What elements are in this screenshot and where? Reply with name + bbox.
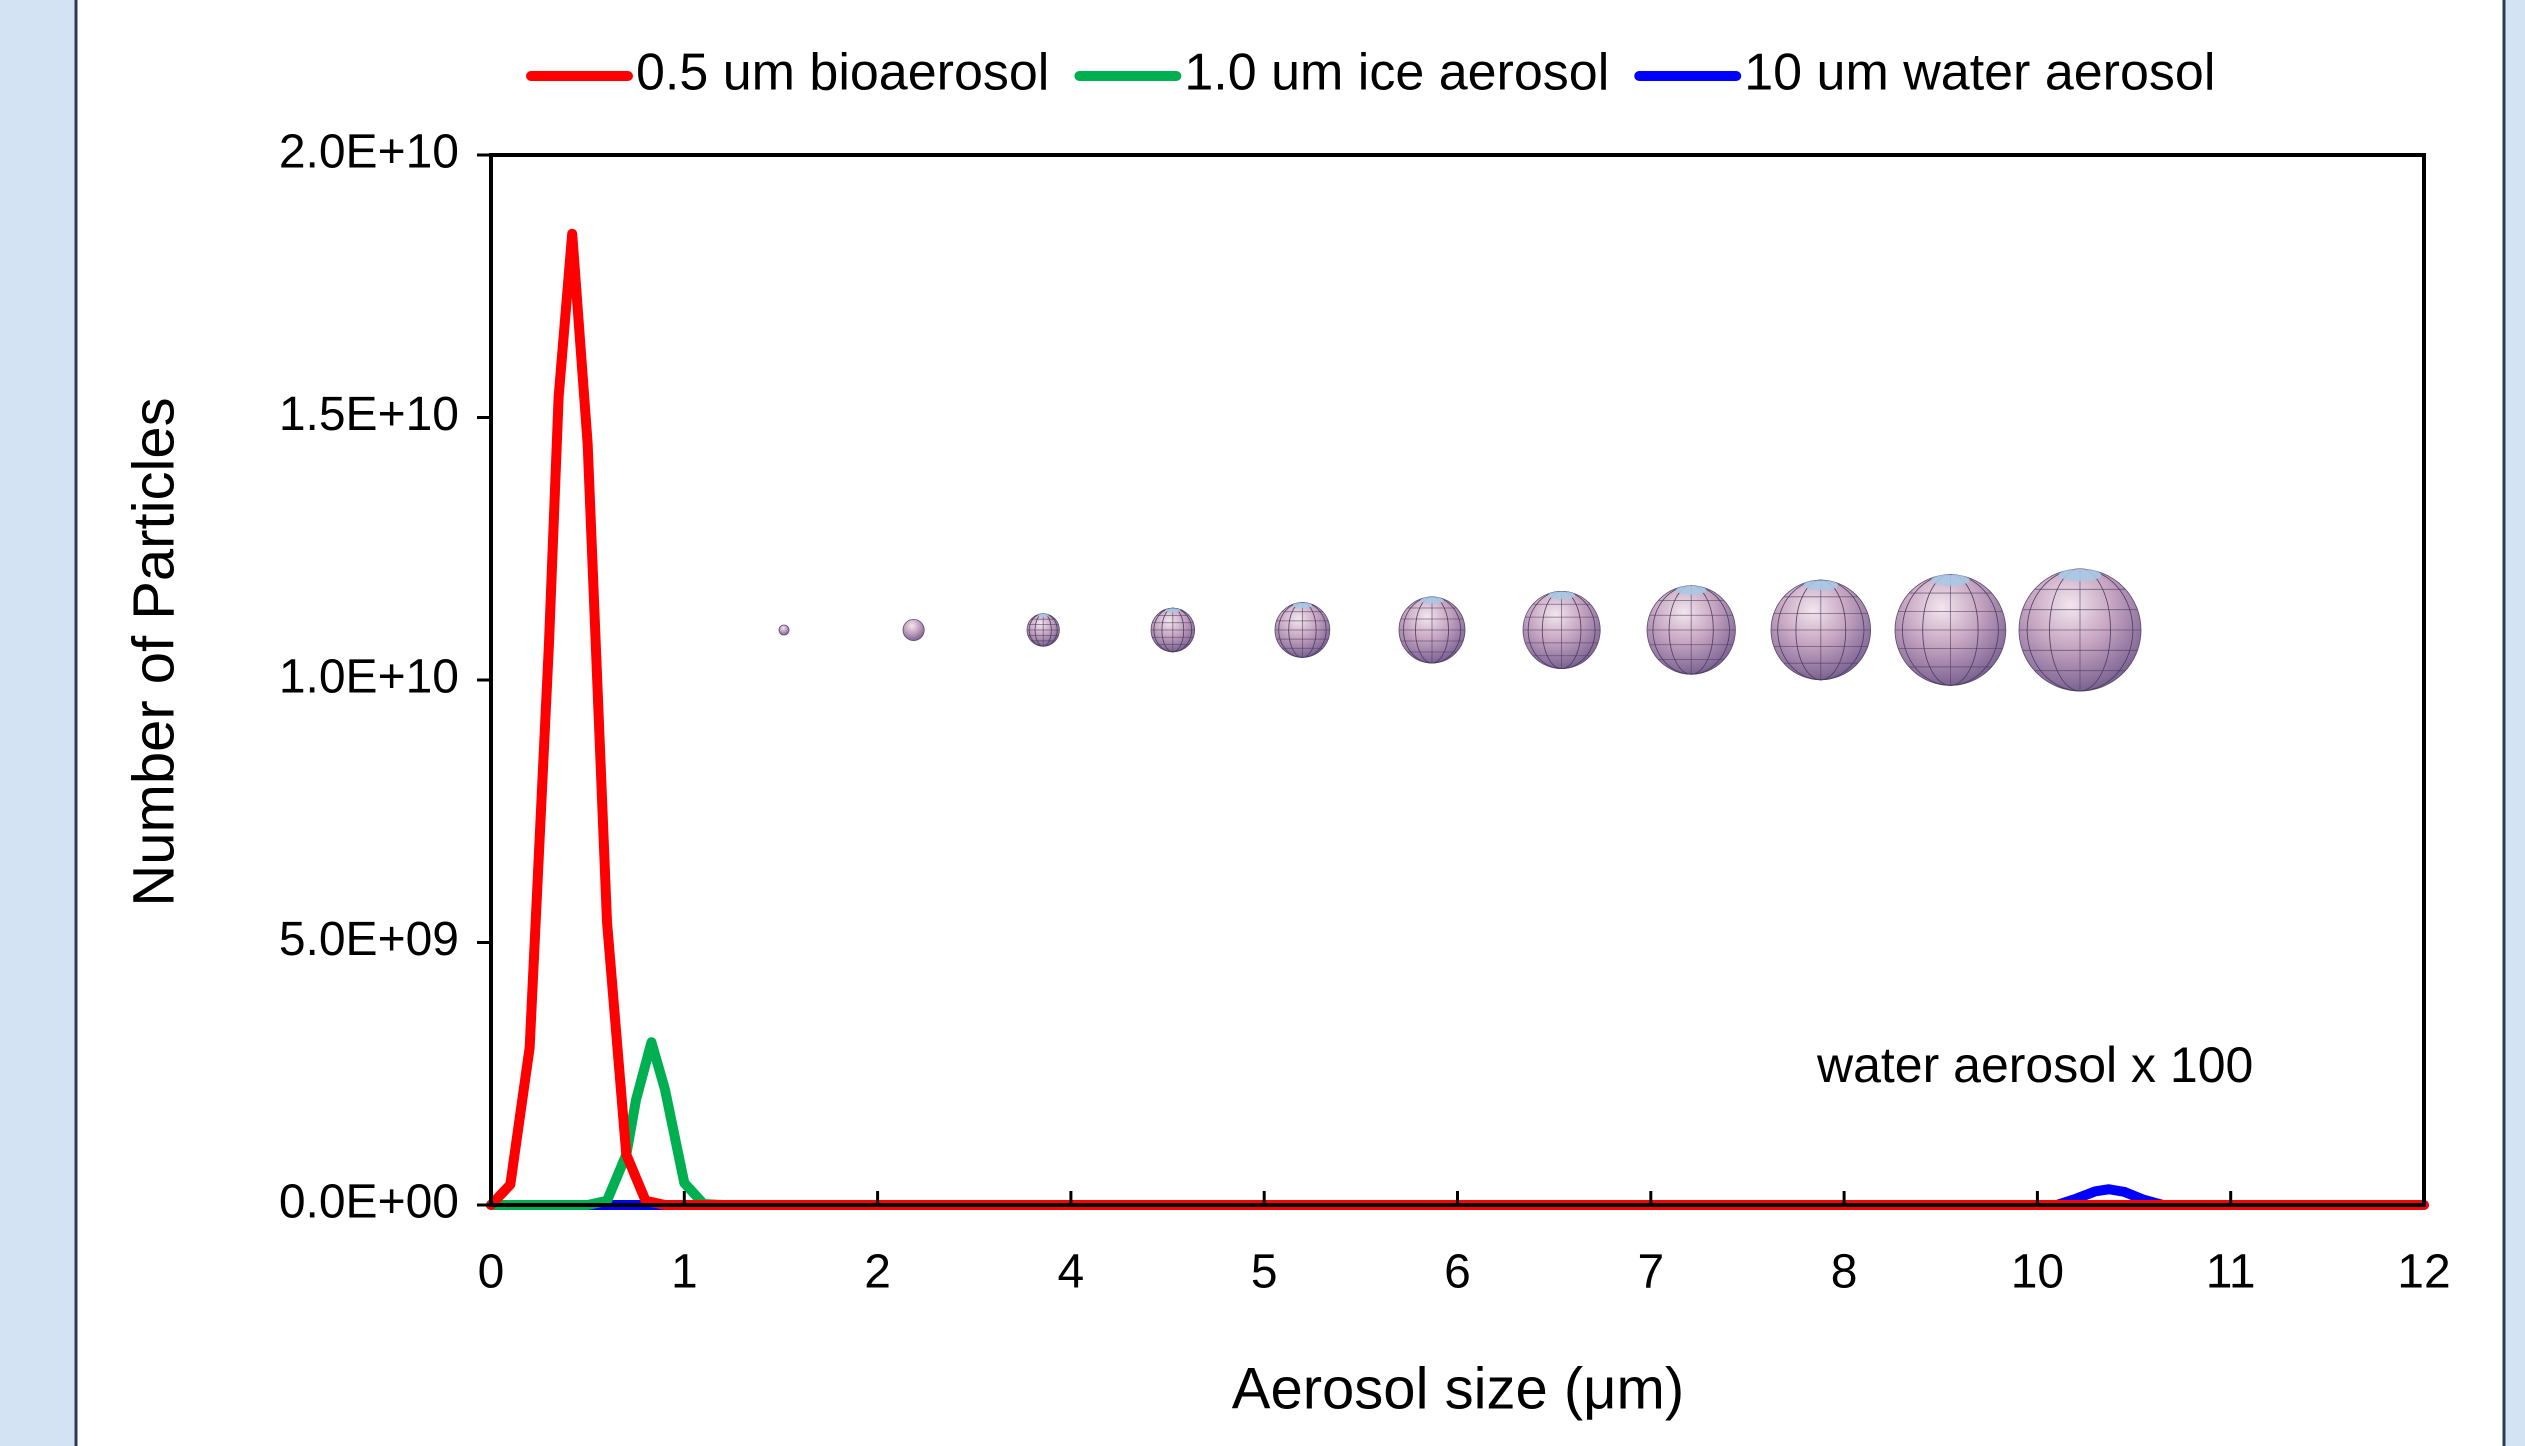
sphere: [778, 624, 790, 636]
x-tick-label: 7: [1637, 1246, 1664, 1299]
legend-label: 10 um water aerosol: [1744, 44, 2215, 102]
x-tick-label: 10: [2011, 1246, 2064, 1299]
annotation: water aerosol x 100: [1816, 1037, 2253, 1093]
y-tick-label: 0.0E+00: [279, 1176, 459, 1229]
x-tick-label: 12: [2397, 1246, 2450, 1299]
y-tick-label: 1.0E+10: [279, 651, 459, 704]
sphere-cap: [2058, 569, 2102, 582]
sphere: [902, 619, 925, 642]
sphere-grid: [1902, 574, 1999, 686]
sphere-cap: [1037, 613, 1049, 618]
x-tick-label: 2: [864, 1246, 891, 1299]
x-tick-label: 6: [1444, 1246, 1471, 1299]
y-axis-title: Number of Particles: [121, 397, 186, 906]
sphere-cap: [1292, 602, 1312, 609]
x-tick-label: 8: [1831, 1246, 1858, 1299]
y-tick-label: 5.0E+09: [279, 913, 459, 966]
legend-label: 0.5 um bioaerosol: [636, 44, 1049, 102]
sphere-cap: [1548, 591, 1576, 600]
y-tick-label: 1.5E+10: [279, 388, 459, 441]
side-panel: [0, 0, 76, 1446]
sphere-cap: [1165, 608, 1181, 613]
sphere-illustration: [778, 568, 2142, 692]
x-tick-label: 1: [671, 1246, 698, 1299]
sphere-grid: [1278, 602, 1327, 658]
series-line: [486, 228, 2429, 1210]
side-panel: [2504, 0, 2525, 1446]
sphere-cap: [1931, 574, 1970, 586]
x-axis-title: Aerosol size (μm): [1232, 1356, 1684, 1421]
y-tick-label: 2.0E+10: [279, 126, 459, 179]
x-tick-label: 11: [2206, 1246, 2256, 1299]
sphere-cap: [1803, 580, 1839, 591]
sphere-cap: [1420, 597, 1444, 604]
x-tick-label: 4: [1058, 1246, 1085, 1299]
sphere-cap: [1675, 585, 1707, 595]
series-line: [486, 1037, 728, 1210]
x-tick-label: 5: [1251, 1246, 1278, 1299]
x-tick-label: 0: [478, 1246, 505, 1299]
legend-label: 1.0 um ice aerosol: [1184, 44, 1609, 102]
